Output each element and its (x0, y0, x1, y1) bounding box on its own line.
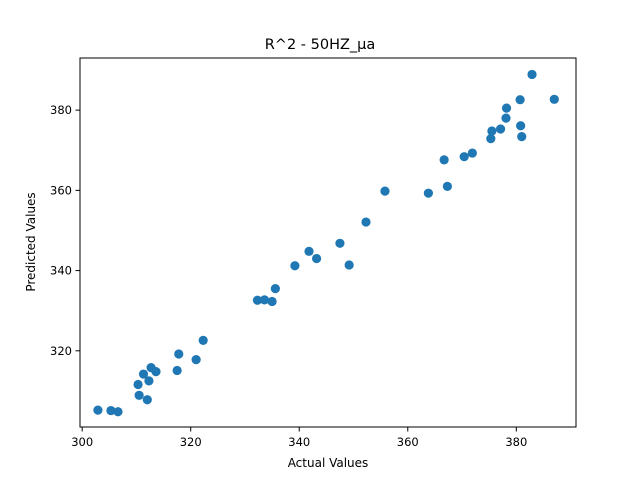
data-point-18 (290, 261, 300, 271)
data-point-38 (527, 69, 537, 80)
data-point-7 (144, 376, 154, 386)
data-point-19 (304, 246, 314, 256)
data-point-31 (487, 126, 497, 136)
data-point-5 (138, 369, 149, 379)
y-tick-label-320: 320 (50, 344, 72, 358)
data-point-15 (259, 295, 270, 305)
x-tick-label-320: 320 (180, 435, 202, 449)
chart-title: R^2 - 50HZ_µa (265, 37, 376, 53)
y-axis-ticks: 320 340 360 380 (50, 103, 80, 358)
y-axis-label: Predicted Values (24, 192, 38, 291)
x-tick-label-300: 300 (71, 435, 93, 449)
x-axis-ticks: 300 320 340 360 380 (71, 427, 527, 449)
data-point-20 (312, 253, 322, 264)
x-tick-label-360: 360 (397, 435, 419, 449)
data-points (93, 69, 559, 417)
data-point-17 (270, 284, 280, 294)
data-point-37 (517, 132, 527, 142)
data-point-4 (134, 390, 144, 400)
data-point-39 (549, 94, 559, 104)
x-axis-label: Actual Values (288, 456, 369, 470)
data-point-13 (198, 335, 208, 345)
x-tick-label-340: 340 (288, 435, 310, 449)
data-point-22 (344, 260, 354, 270)
data-point-28 (459, 152, 469, 162)
data-point-16 (267, 296, 277, 307)
data-point-29 (467, 148, 477, 158)
plot-frame (79, 57, 577, 428)
data-point-0 (93, 405, 103, 415)
data-point-6 (142, 395, 152, 405)
data-point-10 (172, 365, 182, 376)
data-point-9 (151, 367, 161, 377)
data-point-3 (133, 379, 143, 390)
data-point-36 (516, 121, 526, 131)
x-tick-label-380: 380 (505, 435, 527, 449)
data-point-12 (191, 355, 201, 365)
data-point-33 (501, 113, 511, 123)
y-tick-label-360: 360 (50, 183, 72, 197)
data-point-35 (515, 95, 525, 105)
y-tick-label-340: 340 (50, 264, 72, 278)
data-point-25 (423, 188, 433, 198)
data-point-23 (361, 217, 371, 227)
data-point-27 (442, 181, 452, 191)
data-point-34 (501, 103, 512, 113)
data-point-14 (252, 295, 263, 305)
data-point-2 (113, 407, 123, 417)
data-point-26 (439, 155, 449, 165)
data-point-1 (106, 405, 116, 416)
y-tick-label-380: 380 (50, 103, 72, 117)
data-point-11 (174, 349, 184, 359)
data-point-24 (380, 186, 390, 196)
data-point-30 (486, 134, 496, 144)
data-point-32 (495, 124, 506, 134)
data-point-21 (335, 238, 345, 248)
